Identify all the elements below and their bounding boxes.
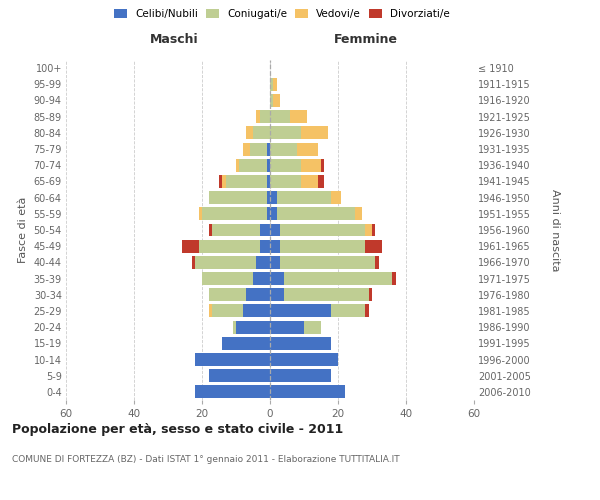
Bar [376, 256, 379, 269]
Bar [317, 175, 325, 188]
Bar [195, 353, 270, 366]
Y-axis label: Anni di nascita: Anni di nascita [550, 188, 560, 271]
Bar [250, 142, 266, 156]
Bar [223, 175, 226, 188]
Text: Maschi: Maschi [150, 34, 199, 46]
Bar [209, 288, 246, 301]
Bar [270, 159, 301, 172]
Bar [260, 224, 270, 236]
Bar [202, 272, 253, 285]
Bar [209, 191, 266, 204]
Bar [246, 126, 253, 140]
Bar [270, 288, 284, 301]
Bar [270, 110, 290, 123]
Bar [236, 320, 270, 334]
Legend: Celibi/Nubili, Coniugati/e, Vedovi/e, Divorziati/e: Celibi/Nubili, Coniugati/e, Vedovi/e, Di… [110, 5, 454, 24]
Bar [270, 78, 274, 91]
Bar [256, 256, 270, 269]
Bar [270, 256, 280, 269]
Bar [355, 208, 362, 220]
Bar [233, 320, 236, 334]
Bar [270, 240, 280, 252]
Bar [274, 78, 277, 91]
Bar [199, 208, 202, 220]
Bar [301, 175, 317, 188]
Bar [266, 159, 270, 172]
Bar [280, 256, 376, 269]
Bar [256, 110, 260, 123]
Text: Femmine: Femmine [334, 34, 398, 46]
Bar [270, 142, 297, 156]
Bar [280, 224, 365, 236]
Bar [274, 94, 280, 107]
Bar [209, 304, 212, 318]
Bar [304, 320, 321, 334]
Bar [297, 142, 317, 156]
Bar [199, 240, 260, 252]
Bar [270, 224, 280, 236]
Bar [290, 110, 307, 123]
Bar [212, 304, 243, 318]
Bar [266, 142, 270, 156]
Bar [212, 224, 260, 236]
Bar [243, 304, 270, 318]
Bar [270, 353, 338, 366]
Bar [270, 369, 331, 382]
Bar [270, 208, 277, 220]
Bar [270, 320, 304, 334]
Bar [236, 159, 239, 172]
Bar [266, 175, 270, 188]
Bar [277, 208, 355, 220]
Bar [182, 240, 199, 252]
Bar [365, 224, 372, 236]
Bar [372, 224, 376, 236]
Bar [270, 337, 331, 350]
Bar [365, 240, 382, 252]
Bar [195, 256, 256, 269]
Bar [226, 175, 266, 188]
Bar [270, 94, 274, 107]
Bar [270, 126, 301, 140]
Bar [209, 369, 270, 382]
Bar [301, 159, 321, 172]
Bar [219, 175, 223, 188]
Bar [270, 304, 331, 318]
Bar [270, 272, 284, 285]
Bar [270, 191, 277, 204]
Bar [202, 208, 266, 220]
Bar [246, 288, 270, 301]
Bar [192, 256, 195, 269]
Bar [301, 126, 328, 140]
Bar [365, 304, 368, 318]
Bar [243, 142, 250, 156]
Bar [368, 288, 372, 301]
Bar [270, 175, 301, 188]
Bar [223, 337, 270, 350]
Bar [280, 240, 365, 252]
Bar [392, 272, 396, 285]
Bar [195, 386, 270, 398]
Text: Popolazione per età, sesso e stato civile - 2011: Popolazione per età, sesso e stato civil… [12, 422, 343, 436]
Bar [253, 272, 270, 285]
Bar [266, 191, 270, 204]
Bar [270, 386, 345, 398]
Y-axis label: Fasce di età: Fasce di età [18, 197, 28, 263]
Bar [239, 159, 266, 172]
Bar [260, 110, 270, 123]
Bar [209, 224, 212, 236]
Bar [321, 159, 325, 172]
Bar [284, 272, 392, 285]
Bar [331, 304, 365, 318]
Bar [331, 191, 341, 204]
Bar [277, 191, 331, 204]
Bar [266, 208, 270, 220]
Bar [260, 240, 270, 252]
Text: COMUNE DI FORTEZZA (BZ) - Dati ISTAT 1° gennaio 2011 - Elaborazione TUTTITALIA.I: COMUNE DI FORTEZZA (BZ) - Dati ISTAT 1° … [12, 455, 400, 464]
Bar [284, 288, 368, 301]
Bar [253, 126, 270, 140]
